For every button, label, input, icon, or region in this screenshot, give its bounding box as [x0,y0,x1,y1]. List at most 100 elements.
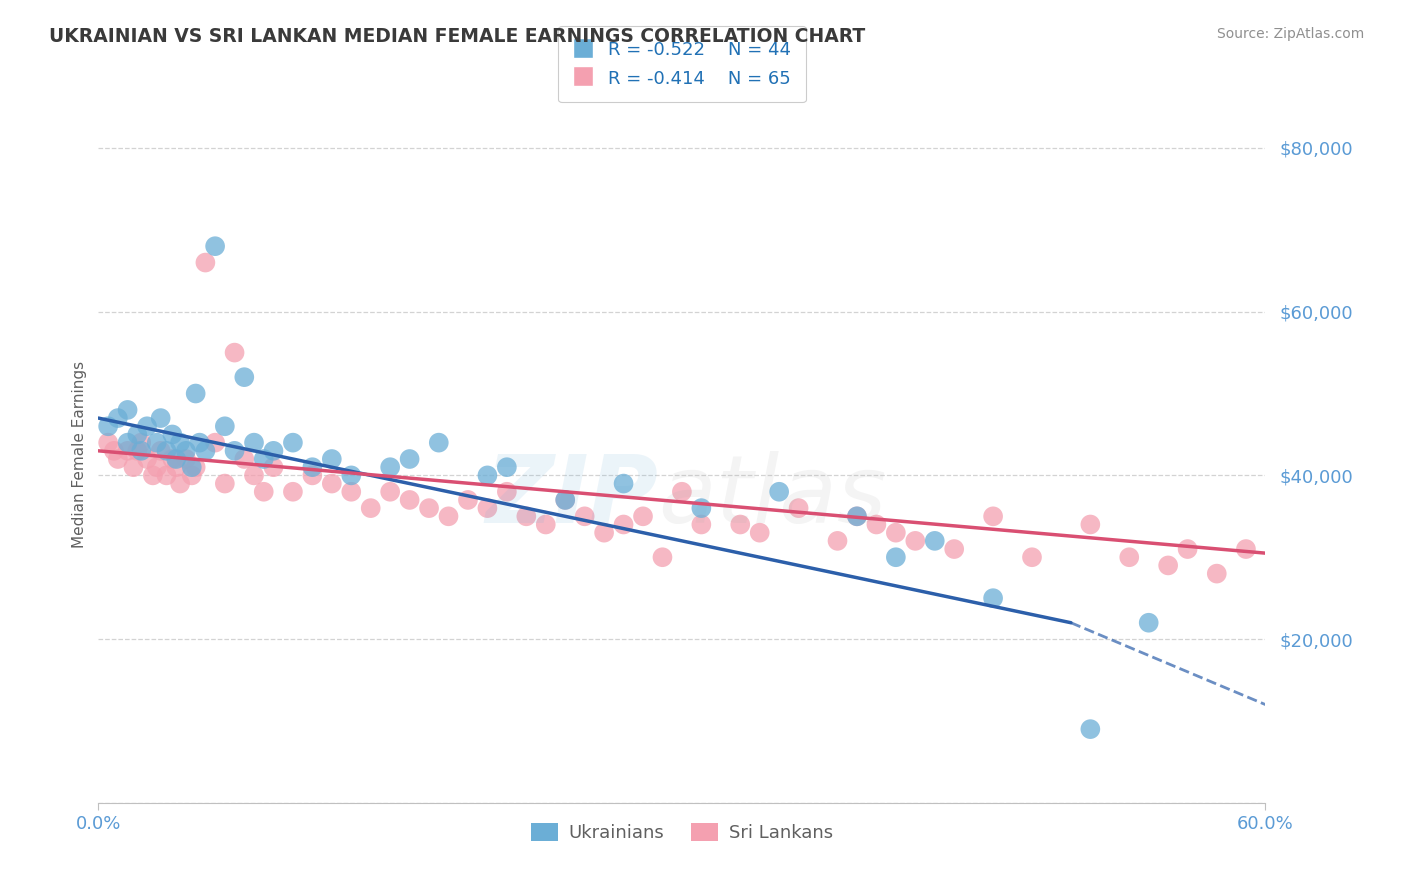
Point [340,484,363,499]
Point [671,484,693,499]
Point [194,255,217,269]
Point [243,468,266,483]
Point [169,435,191,450]
Point [1157,558,1180,573]
Point [97,435,120,450]
Point [418,501,440,516]
Point [129,435,152,450]
Point [155,468,177,483]
Point [262,443,284,458]
Point [122,460,145,475]
Point [884,550,907,565]
Point [631,509,654,524]
Point [117,443,139,458]
Point [204,435,226,450]
Point [301,460,323,475]
Point [427,435,450,450]
Point [690,517,713,532]
Point [827,533,849,548]
Point [340,468,363,483]
Point [162,427,184,442]
Point [107,452,129,467]
Point [233,370,256,384]
Point [360,501,382,516]
Point [184,386,207,401]
Point [142,468,165,483]
Point [136,452,159,467]
Point [97,419,120,434]
Point [149,443,172,458]
Point [169,476,191,491]
Point [107,411,129,425]
Point [127,443,149,458]
Y-axis label: Median Female Earnings: Median Female Earnings [72,361,87,549]
Point [224,345,246,359]
Point [730,517,752,532]
Point [103,443,125,458]
Point [127,427,149,442]
Point [496,484,519,499]
Point [243,435,266,450]
Point [865,517,887,532]
Point [117,403,139,417]
Point [136,419,159,434]
Point [651,550,673,565]
Point [846,509,869,524]
Point [380,484,402,499]
Point [554,492,576,507]
Point [1234,542,1257,557]
Point [165,460,187,475]
Point [1118,550,1140,565]
Point [321,452,343,467]
Point [214,476,236,491]
Point [174,443,197,458]
Point [496,460,519,475]
Point [981,591,1004,606]
Point [437,509,460,524]
Point [398,452,420,467]
Point [846,509,869,524]
Point [1205,566,1227,581]
Point [194,443,217,458]
Point [1080,517,1102,532]
Point [398,492,420,507]
Point [253,484,276,499]
Point [184,460,207,475]
Point [690,501,713,516]
Point [129,443,152,458]
Point [924,533,946,548]
Point [174,452,197,467]
Point [943,542,966,557]
Point [748,525,770,540]
Point [554,492,576,507]
Point [117,435,139,450]
Point [155,443,177,458]
Point [1021,550,1043,565]
Point [477,468,499,483]
Point [904,533,927,548]
Point [224,443,246,458]
Point [214,419,236,434]
Point [321,476,343,491]
Point [613,476,636,491]
Text: UKRAINIAN VS SRI LANKAN MEDIAN FEMALE EARNINGS CORRELATION CHART: UKRAINIAN VS SRI LANKAN MEDIAN FEMALE EA… [49,27,866,45]
Point [787,501,810,516]
Point [981,509,1004,524]
Point [162,452,184,467]
Point [180,468,202,483]
Point [1137,615,1160,630]
Text: ZIP: ZIP [485,450,658,542]
Point [1177,542,1199,557]
Text: Source: ZipAtlas.com: Source: ZipAtlas.com [1216,27,1364,41]
Point [146,460,169,475]
Point [180,460,202,475]
Point [380,460,402,475]
Point [146,435,169,450]
Point [281,484,304,499]
Point [233,452,256,467]
Point [613,517,636,532]
Point [188,435,211,450]
Point [165,452,187,467]
Legend: Ukrainians, Sri Lankans: Ukrainians, Sri Lankans [523,815,841,849]
Point [593,525,616,540]
